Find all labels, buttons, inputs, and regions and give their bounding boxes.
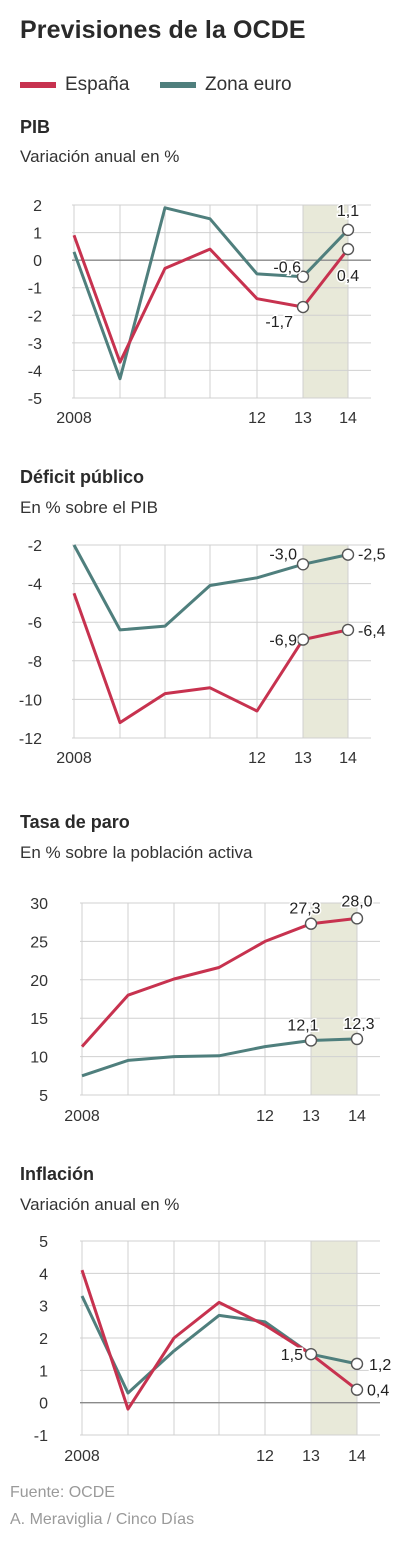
data-label: 0,4 [337,268,359,285]
data-label: -1,7 [265,314,293,331]
data-point-marker [350,912,364,925]
x-tick-label: 12 [256,1448,274,1465]
y-tick-label: 5 [39,1088,48,1105]
data-label: -0,6 [273,260,301,277]
x-tick-label: 12 [256,1108,274,1125]
x-tick-label: 13 [302,1448,320,1465]
chart-subtitle-paro: En % sobre la población activa [20,843,253,862]
chart-title-pib: PIB [20,117,51,137]
y-tick-label: 0 [39,1396,48,1413]
data-label: 12,1 [287,1017,318,1034]
page-title: Previsiones de la OCDE [20,16,306,44]
data-point-marker [296,558,310,571]
data-label: 1,2 [369,1357,391,1374]
data-label: -2,5 [358,547,386,564]
y-tick-label: 2 [33,198,42,215]
y-tick-label: 3 [39,1299,48,1316]
chart-subtitle-deficit: En % sobre el PIB [20,498,158,517]
data-label: 27,3 [289,901,320,918]
data-point-marker [296,270,310,283]
x-tick-label: 2008 [64,1448,100,1465]
data-point-marker [304,917,318,930]
chart-subtitle-pib: Variación anual en % [20,147,180,166]
x-tick-label: 14 [348,1448,366,1465]
chart-inflacion: 5 4 3 2 1 0 -1 2008 12 13 14 1,5 1,2 0,4 [34,1234,393,1465]
legend-swatch-spain [20,82,56,88]
x-tick-label: 14 [339,750,357,767]
data-point-marker [350,1383,364,1396]
data-point-marker [350,1032,364,1046]
data-label: -3,0 [269,546,297,563]
footer-credit: A. Meraviglia / Cinco Días [10,1511,195,1528]
data-point-marker [341,223,355,237]
data-label: 28,0 [341,893,372,910]
y-tick-label: -3 [28,336,42,353]
x-tick-label: 13 [294,410,312,427]
forecast-shade [311,903,357,1095]
legend-swatch-euro [160,82,196,88]
y-tick-label: 15 [30,1011,48,1028]
forecast-shade [303,545,348,738]
y-tick-label: -12 [19,731,42,748]
y-tick-label: -10 [19,692,42,709]
data-point-marker [296,633,310,646]
data-label: 1,5 [281,1347,303,1364]
x-tick-label: 12 [248,750,266,767]
data-label: -6,4 [358,623,386,640]
legend-item-euro: Zona euro [160,74,292,96]
y-tick-label: -2 [28,308,42,325]
y-tick-label: 10 [30,1050,48,1067]
legend-label-spain: España [65,74,130,95]
y-tick-label: 5 [39,1234,48,1251]
data-label: 1,1 [337,203,359,220]
data-label: 0,4 [367,1383,389,1400]
x-tick-label: 13 [302,1108,320,1125]
data-point-marker [304,1034,318,1047]
chart-deficit: -2 -4 -6 -8 -10 -12 2008 12 13 14 -3,0 -6,9 -2,5 -6,4 [19,538,387,767]
x-tick-label: 14 [339,410,357,427]
y-tick-label: -6 [28,615,42,632]
chart-pib: 2 1 0 -1 -2 -3 -4 -5 2008 12 13 14 -0,6 -1,7 1,1 0,4 [28,198,371,427]
chart-paro: 30 25 20 15 10 5 2008 12 13 14 27,3 28,0 12,1 12,3 [30,892,380,1125]
x-tick-label: 12 [248,410,266,427]
y-tick-label: 1 [33,226,42,243]
chart-title-inflacion: Inflación [20,1164,95,1184]
data-point-marker [304,1347,318,1361]
chart-title-paro: Tasa de paro [20,812,130,832]
y-tick-label: -1 [28,281,42,298]
y-tick-label: -4 [28,363,42,380]
legend-label-euro: Zona euro [205,74,292,95]
legend-item-spain: España [20,74,129,96]
chart-title-deficit: Déficit público [20,467,145,487]
data-point-marker [350,1357,364,1371]
data-label: 12,3 [343,1016,374,1033]
x-tick-label: 2008 [64,1108,100,1125]
data-point-marker [341,548,355,561]
y-tick-label: 2 [39,1331,48,1348]
chart-subtitle-inflacion: Variación anual en % [20,1195,180,1214]
data-point-marker [341,242,355,256]
y-tick-label: 1 [39,1363,48,1380]
y-tick-label: -8 [28,654,42,671]
x-tick-label: 2008 [56,410,92,427]
y-tick-label: 30 [30,896,48,913]
data-label: -6,9 [269,633,297,650]
y-tick-label: 25 [30,934,48,951]
footer-source: Fuente: OCDE [10,1484,115,1501]
x-tick-label: 2008 [56,750,92,767]
y-tick-label: 20 [30,973,48,990]
y-tick-label: -1 [34,1428,48,1445]
x-tick-label: 14 [348,1108,366,1125]
data-point-marker [341,623,355,637]
y-tick-label: -2 [28,538,42,555]
y-tick-label: 0 [33,253,42,270]
y-tick-label: -5 [28,391,42,408]
x-tick-label: 13 [294,750,312,767]
data-point-marker [296,300,310,314]
y-tick-label: 4 [39,1266,48,1283]
y-tick-label: -4 [28,577,42,594]
